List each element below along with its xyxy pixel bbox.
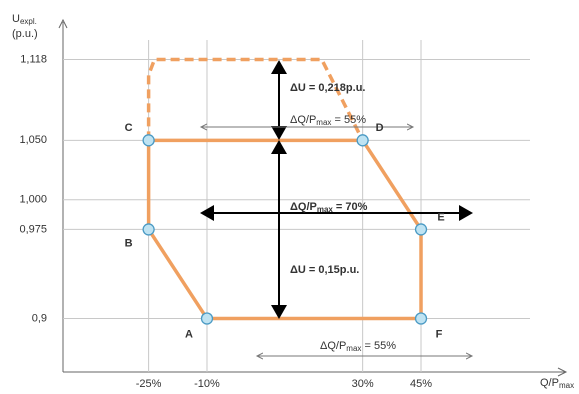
annotation-text: ΔU = 0,15p.u. — [290, 264, 359, 276]
x-label-main: Q/P — [540, 377, 559, 389]
y-tick-label: 1,118 — [20, 53, 47, 65]
point-marker — [142, 223, 155, 236]
annotation-text: = 70% — [333, 201, 368, 213]
annotation-text: = 55% — [331, 114, 366, 126]
point-label: C — [125, 122, 133, 134]
point-marker — [142, 134, 155, 147]
point-label: A — [185, 328, 193, 340]
annotation: ΔQ/Pmax = 55% — [320, 340, 396, 353]
annotation: ΔQ/Pmax = 70% — [290, 201, 368, 214]
x-tick-label: -25% — [136, 378, 162, 390]
point-label: D — [376, 122, 384, 134]
point-label: B — [125, 237, 133, 249]
x-axis-label: Q/Pmax — [540, 377, 574, 390]
y-tick-label: 1,050 — [19, 134, 47, 146]
annotation-text: ΔQ/P — [290, 201, 317, 213]
y-label-main: U — [12, 13, 20, 25]
annotation: ΔU = 0,218p.u. — [290, 82, 365, 94]
x-tick-label: 45% — [410, 378, 432, 390]
axes — [58, 18, 568, 377]
annotation-text: ΔQ/P — [290, 114, 316, 126]
point-label: E — [437, 211, 444, 223]
x-axis-arrow — [557, 367, 568, 377]
y-tick-label: 1,000 — [19, 194, 47, 206]
point-label: F — [436, 328, 443, 340]
point-marker — [414, 223, 428, 236]
y-label-sub: expl. — [20, 17, 37, 26]
y-axis-label: Uexpl. — [12, 13, 37, 26]
point-marker — [414, 312, 428, 325]
point-marker — [200, 312, 214, 325]
series-line — [146, 57, 365, 142]
y-tick-label: 0,975 — [19, 223, 47, 235]
annotation: ΔU = 0,15p.u. — [290, 264, 359, 276]
x-tick-label: 30% — [352, 378, 374, 390]
point-marker — [356, 134, 369, 147]
x-label-sub: max — [559, 381, 574, 390]
y-axis-arrow — [58, 18, 68, 29]
y-axis-unit: (p.u.) — [12, 28, 38, 40]
annotation-text: ΔQ/P — [320, 340, 346, 352]
annotation-text: = 55% — [361, 340, 396, 352]
x-tick-label: -10% — [194, 378, 220, 390]
annotation-text: ΔU = 0,218p.u. — [290, 82, 365, 94]
annotation: ΔQ/Pmax = 55% — [290, 114, 366, 127]
dimension-arrows — [201, 60, 472, 356]
annotation-sub: max — [317, 205, 334, 214]
y-tick-label: 0,9 — [32, 312, 47, 324]
annotation-sub: max — [316, 118, 331, 127]
annotation-sub: max — [346, 344, 361, 353]
